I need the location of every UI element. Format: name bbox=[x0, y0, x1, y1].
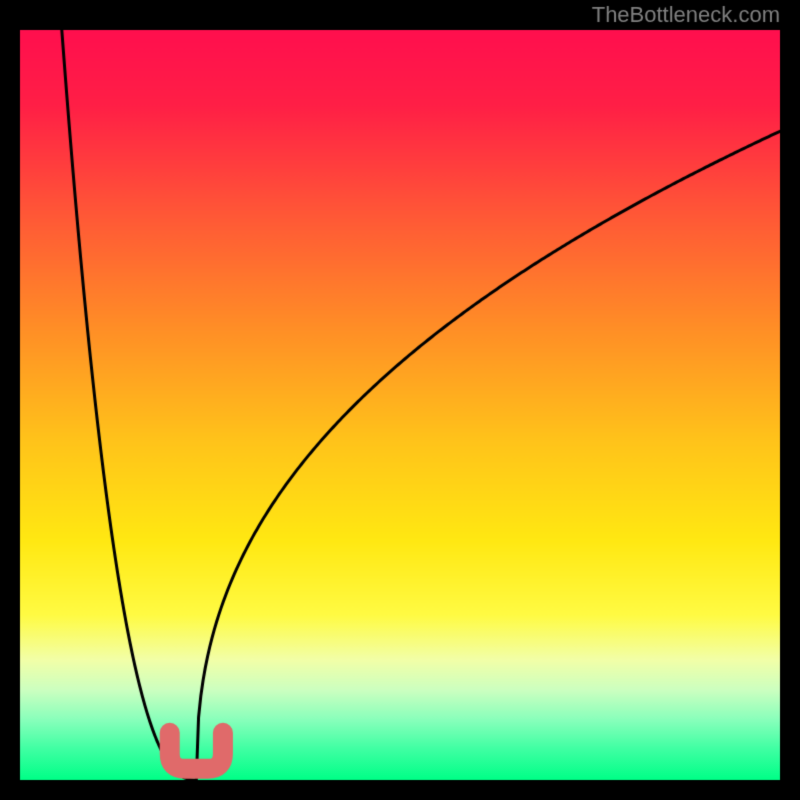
bottleneck-chart-canvas bbox=[0, 0, 800, 800]
chart-container: TheBottleneck.com bbox=[0, 0, 800, 800]
